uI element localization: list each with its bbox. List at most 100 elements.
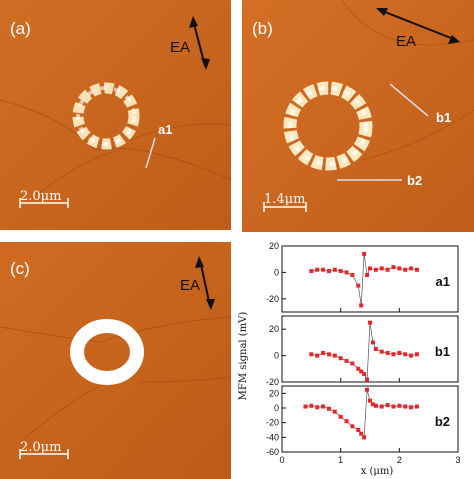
x-tick-label: 3	[455, 455, 460, 465]
y-tick-label: -40	[266, 432, 279, 442]
scale-bar	[19, 449, 69, 459]
data-point	[365, 377, 370, 382]
data-point	[370, 340, 375, 345]
subplot-label-a1: a1	[436, 274, 450, 289]
ea-label: EA	[170, 39, 190, 56]
data-point	[309, 352, 314, 357]
data-point	[326, 406, 331, 411]
data-point	[403, 352, 408, 357]
mfm-profile-chart: MFM signal (mV) x (μm) 20 0 -20 a1 20 0 -20 b1 2…	[236, 238, 474, 479]
line-label-a1: a1	[158, 122, 172, 137]
y-tick-label: -20	[266, 377, 279, 387]
data-point	[379, 349, 384, 354]
data-point	[344, 419, 349, 424]
y-tick-label: 20	[269, 324, 279, 334]
x-tick-label: 0	[279, 455, 284, 465]
y-tick-label: 0	[274, 351, 279, 361]
data-point	[373, 267, 378, 272]
data-point	[385, 267, 390, 272]
chart-svg: MFM signal (mV) x (μm) 200-20a1200-20b12…	[238, 241, 461, 477]
data-point	[326, 269, 331, 274]
data-point	[365, 273, 370, 278]
afm-background	[0, 0, 231, 230]
data-point	[344, 270, 349, 275]
y-tick-label: -60	[266, 447, 279, 457]
data-point	[356, 283, 361, 288]
afm-image-b: EA (b) b1 b2 1.4μm	[242, 0, 474, 232]
data-point	[359, 431, 364, 436]
data-point	[326, 352, 331, 357]
line-label-b1: b1	[436, 110, 451, 125]
x-tick-label: 2	[397, 455, 402, 465]
y-tick-label: -20	[266, 418, 279, 428]
data-point	[368, 266, 372, 271]
y-tick-label: 0	[274, 267, 279, 277]
line-label-b2: b2	[407, 173, 422, 188]
panel-label-c: (c)	[10, 259, 30, 278]
profile-line-b1	[389, 83, 429, 117]
data-point	[414, 404, 419, 409]
data-point	[332, 353, 337, 358]
series-line-a1	[311, 253, 417, 306]
data-point	[350, 273, 355, 278]
series-line-b2	[305, 389, 417, 439]
data-point	[321, 350, 326, 355]
subplot-frame-b2	[281, 385, 459, 453]
y-tick-label: -20	[266, 294, 279, 304]
data-point	[321, 404, 326, 409]
data-point	[365, 387, 370, 392]
data-point	[409, 405, 414, 410]
scale-bar-label: 1.4μm	[264, 192, 305, 207]
data-point	[403, 404, 408, 409]
data-point	[338, 356, 343, 361]
data-point	[414, 267, 419, 272]
data-point	[315, 405, 320, 410]
data-point	[391, 404, 396, 409]
x-axis-label: x (μm)	[361, 466, 394, 477]
subplot-frame-b1	[281, 315, 459, 383]
y-tick-label: 0	[274, 403, 279, 413]
data-point	[391, 352, 396, 357]
easy-axis-arrow	[189, 16, 210, 70]
data-point	[362, 372, 367, 377]
data-point	[379, 404, 384, 409]
data-point	[391, 265, 396, 270]
y-tick-label: 20	[269, 388, 279, 398]
data-point	[403, 267, 408, 272]
data-point	[309, 269, 314, 274]
afm-image-a: EA (a) a1 2.0μm	[0, 0, 231, 230]
data-point	[362, 435, 367, 440]
easy-axis-arrow	[376, 8, 460, 44]
data-point	[373, 347, 378, 351]
data-point	[321, 267, 326, 272]
data-point	[373, 403, 378, 408]
data-point	[350, 424, 355, 429]
data-point	[385, 350, 390, 355]
data-point	[370, 402, 375, 407]
scale-bar-label: 2.0μm	[20, 440, 61, 455]
scale-bar	[263, 202, 307, 212]
ea-label: EA	[396, 33, 416, 50]
magnetic-ring	[70, 319, 144, 385]
scale-bar	[19, 198, 69, 208]
profile-line-a1	[145, 137, 156, 169]
data-point	[315, 353, 320, 358]
data-point	[338, 269, 343, 274]
y-axis-label: MFM signal (mV)	[238, 312, 249, 401]
data-point	[362, 251, 367, 256]
data-point	[385, 403, 390, 408]
subplot-frame-a1	[281, 245, 459, 313]
data-point	[356, 428, 361, 432]
data-point	[397, 350, 402, 355]
data-point	[414, 352, 419, 357]
data-point	[397, 266, 402, 271]
data-point	[315, 267, 320, 272]
scale-bar-label: 2.0μm	[20, 189, 61, 204]
afm-background	[0, 242, 231, 479]
data-point	[359, 369, 364, 374]
data-point	[368, 398, 372, 403]
series-line-b1	[311, 322, 417, 381]
data-point	[350, 361, 355, 366]
subplot-label-b2: b2	[435, 414, 450, 429]
y-tick-label: 20	[269, 241, 279, 251]
